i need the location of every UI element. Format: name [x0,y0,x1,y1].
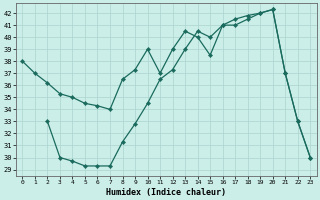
X-axis label: Humidex (Indice chaleur): Humidex (Indice chaleur) [106,188,226,197]
